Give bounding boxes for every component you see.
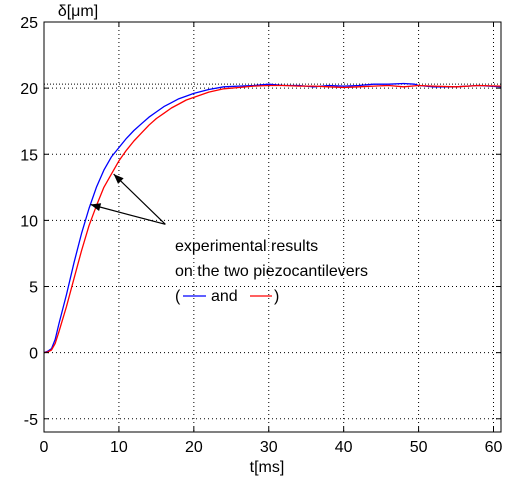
- x-tick-label: 0: [40, 439, 49, 456]
- plot-frame: [43, 21, 502, 433]
- grid: [44, 21, 501, 432]
- annotation-line-1: experimental results: [175, 238, 318, 255]
- y-tick-label: 15: [20, 147, 38, 164]
- y-tick-label: 0: [29, 346, 38, 363]
- series-layer: [43, 82, 502, 354]
- arrow-head-1: [113, 174, 124, 184]
- y-axis-label: δ[μm]: [58, 3, 98, 20]
- arrow-line-2: [90, 203, 166, 225]
- annotation-line-2: on the two piezocantilevers: [175, 263, 368, 280]
- series-line-red: [43, 84, 502, 354]
- x-axis-label: t[ms]: [250, 459, 285, 476]
- arrow-head-2: [90, 203, 102, 211]
- x-tick-label: 40: [335, 439, 353, 456]
- x-tick-label: 50: [410, 439, 428, 456]
- series-line-blue: [43, 82, 502, 354]
- x-tick-labels: 0 10 20 30 40 50 60: [40, 439, 503, 456]
- y-tick-label: 20: [20, 81, 38, 98]
- y-tick-labels: -5 0 5 10 15 20 25: [20, 15, 38, 429]
- x-tick-label: 30: [260, 439, 278, 456]
- arrow-line-1: [113, 173, 166, 225]
- annotation-close-paren: ): [274, 288, 279, 305]
- x-tick-label: 10: [110, 439, 128, 456]
- annotation: experimental results on the two piezocan…: [90, 173, 368, 305]
- annotation-arrows: [90, 173, 166, 225]
- annotation-and: and: [211, 288, 238, 305]
- y-tick-label: 25: [20, 15, 38, 32]
- x-tick-label: 60: [485, 439, 503, 456]
- annotation-open-paren: (: [175, 288, 181, 305]
- x-tick-label: 20: [185, 439, 203, 456]
- y-tick-label: 10: [20, 213, 38, 230]
- y-tick-label: 5: [29, 280, 38, 297]
- y-tick-label: -5: [24, 412, 38, 429]
- tick-layer: [43, 21, 501, 432]
